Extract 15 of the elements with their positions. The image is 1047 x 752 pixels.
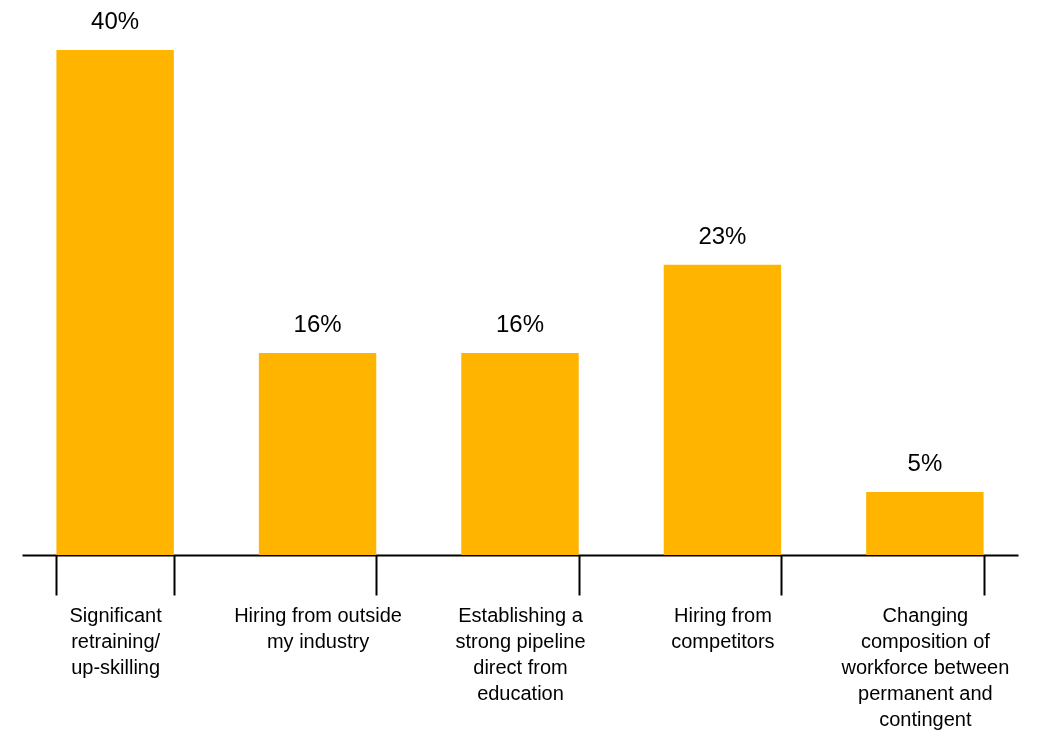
- x-tick-label: Significant retraining/up-skilling: [69, 603, 163, 678]
- x-tick-label: Changing composition of workforce between permanent and contingent: [840, 603, 1010, 730]
- bar: [56, 50, 174, 555]
- x-tick-label: Establishing a strong pipeline direct from education: [455, 603, 586, 704]
- data-label: 23%: [698, 221, 747, 249]
- data-label: 16%: [495, 310, 545, 337]
- bar: [258, 353, 377, 555]
- bar: [461, 353, 579, 555]
- x-tick-label: Hiring from outside my industry: [234, 603, 402, 652]
- data-label: 5%: [907, 448, 943, 476]
- bar: [866, 491, 984, 555]
- data-label: 16%: [293, 310, 342, 337]
- data-label: 40%: [91, 7, 140, 34]
- x-tick-label: Hiring from competitors: [671, 603, 775, 652]
- bar: [663, 264, 782, 555]
